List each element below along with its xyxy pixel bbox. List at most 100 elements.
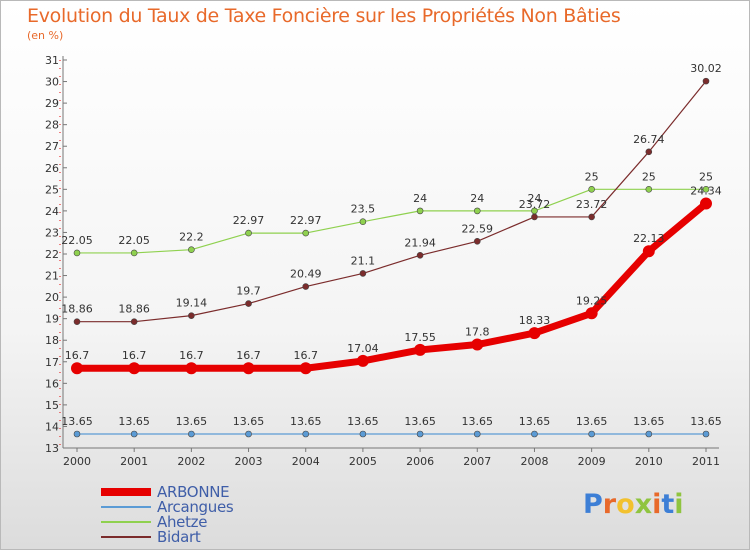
logo-letter: r — [602, 489, 617, 520]
x-tick-label: 2002 — [177, 455, 205, 468]
data-point-bidart — [73, 318, 81, 325]
data-point-ahetze — [188, 246, 195, 253]
proxiti-logo: Proxiti — [583, 489, 684, 520]
series-line-bidart — [76, 80, 707, 323]
y-tick-label: 21 — [45, 270, 59, 283]
y-tick-label: 28 — [45, 119, 59, 132]
data-label-arcangues: 13.65 — [61, 415, 93, 428]
logo-letter: x — [634, 489, 653, 520]
data-label-arbonne: 19.25 — [576, 294, 608, 307]
y-tick-label: 17 — [45, 356, 59, 369]
y-tick-label: 27 — [45, 140, 59, 153]
data-label-arbonne: 16.7 — [122, 349, 147, 362]
data-point-arbonne — [471, 338, 484, 351]
y-tick-label: 23 — [45, 226, 59, 239]
data-point-arbonne — [242, 362, 255, 375]
data-label-ahetze: 22.2 — [179, 231, 204, 244]
legend-swatch — [101, 536, 151, 538]
x-tick-label: 2001 — [120, 455, 148, 468]
legend-swatch — [101, 521, 151, 523]
legend-item-arcangues: Arcangues — [101, 498, 301, 516]
legend-swatch — [101, 488, 151, 496]
data-label-ahetze: 25 — [585, 170, 599, 183]
data-point-arbonne — [71, 362, 83, 375]
data-point-arbonne — [642, 245, 655, 258]
data-point-bidart — [588, 213, 595, 221]
data-point-bidart — [130, 318, 138, 325]
legend-label: Ahetze — [157, 513, 208, 531]
x-tick-label: 2005 — [349, 455, 377, 468]
data-point-arbonne — [528, 327, 541, 340]
y-tick-label: 18 — [45, 334, 59, 347]
data-label-bidart: 23.72 — [576, 198, 608, 211]
logo-letter: t — [661, 489, 675, 520]
y-tick-label: 16 — [45, 377, 59, 390]
data-point-arcangues — [702, 430, 710, 438]
legend: ARBONNE Arcangues Ahetze Bidart — [101, 483, 301, 546]
data-label-bidart: 30.02 — [690, 62, 722, 75]
data-label-arbonne: 22.13 — [633, 232, 665, 245]
x-tick-label: 2008 — [520, 455, 548, 468]
logo-letter: o — [616, 489, 635, 520]
x-tick-label: 2004 — [292, 455, 320, 468]
data-point-arcangues — [130, 430, 138, 438]
data-label-bidart: 20.49 — [290, 268, 322, 281]
data-point-bidart — [473, 237, 481, 245]
legend-item-ahetze: Ahetze — [101, 513, 301, 531]
data-point-arcangues — [245, 430, 252, 438]
data-label-arcangues: 13.65 — [404, 415, 436, 428]
legend-label: Arcangues — [157, 498, 234, 516]
data-point-arbonne — [185, 362, 198, 375]
data-point-arcangues — [359, 430, 367, 438]
legend-label: ARBONNE — [157, 483, 230, 501]
data-point-ahetze — [73, 249, 81, 257]
series-line-arbonne — [73, 200, 710, 372]
data-label-arcangues: 13.65 — [690, 415, 722, 428]
logo-letter: i — [652, 489, 662, 520]
data-point-arcangues — [645, 430, 653, 438]
x-tick-label: 2006 — [406, 455, 434, 468]
data-label-arbonne: 16.7 — [236, 349, 261, 362]
data-label-arbonne: 16.7 — [179, 349, 204, 362]
y-tick-label: 24 — [45, 205, 59, 218]
legend-label: Bidart — [157, 528, 201, 546]
x-tick-label: 2000 — [63, 455, 91, 468]
y-tick-label: 13 — [45, 442, 59, 455]
data-point-arbonne — [356, 354, 369, 367]
data-label-ahetze: 23.5 — [351, 203, 376, 216]
data-point-bidart — [359, 270, 367, 277]
data-point-arbonne — [700, 197, 712, 210]
x-tick-label: 2010 — [635, 455, 663, 468]
data-label-bidart: 18.86 — [61, 303, 93, 316]
data-point-arbonne — [299, 362, 312, 375]
data-label-arbonne: 16.7 — [293, 349, 318, 362]
y-tick-label: 26 — [45, 162, 59, 175]
data-point-bidart — [645, 148, 653, 156]
data-label-ahetze: 24 — [470, 192, 484, 205]
y-tick-label: 19 — [45, 313, 59, 326]
data-point-arbonne — [585, 307, 598, 320]
data-point-arcangues — [416, 430, 424, 438]
data-point-arcangues — [188, 430, 195, 438]
data-label-arcangues: 13.65 — [118, 415, 150, 428]
y-tick-label: 31 — [45, 54, 59, 67]
data-point-arbonne — [414, 343, 427, 356]
data-label-bidart: 22.59 — [462, 222, 494, 235]
data-label-bidart: 23.72 — [519, 198, 551, 211]
series-lines — [71, 77, 712, 438]
y-tick-label: 14 — [45, 420, 59, 433]
data-point-bidart — [702, 77, 710, 85]
x-tick-label: 2011 — [692, 455, 720, 468]
data-point-bidart — [531, 213, 538, 221]
data-point-ahetze — [245, 229, 252, 237]
data-point-arcangues — [73, 430, 81, 438]
y-tick-label: 25 — [45, 183, 59, 196]
data-point-arcangues — [531, 430, 538, 438]
chart-unit-label: (en %) — [27, 29, 64, 42]
data-label-bidart: 21.1 — [351, 254, 376, 267]
logo-letter: i — [674, 489, 684, 520]
data-point-ahetze — [416, 207, 424, 215]
data-point-arcangues — [473, 430, 481, 438]
data-label-ahetze: 22.05 — [118, 234, 150, 247]
